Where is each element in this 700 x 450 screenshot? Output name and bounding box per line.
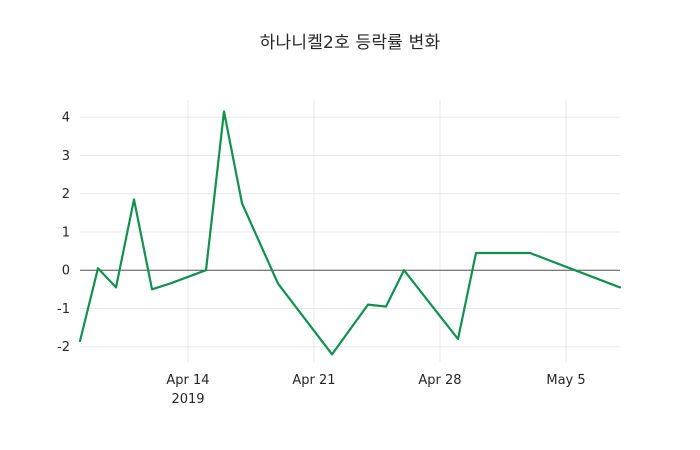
- x-tick-label: May 5: [546, 373, 585, 388]
- chart-title: 하나니켈2호 등락률 변화: [259, 33, 441, 53]
- y-tick-label: 2: [62, 187, 70, 202]
- y-tick-label: -2: [57, 340, 70, 355]
- x-tick-label: Apr 14: [166, 373, 209, 388]
- x-tick-sublabel: 2019: [171, 392, 204, 407]
- x-tick-label: Apr 28: [418, 373, 461, 388]
- series-line: [78, 110, 622, 356]
- y-tick-label: 4: [62, 111, 70, 126]
- y-tick-label: 1: [62, 225, 70, 240]
- y-tick-label: 0: [62, 264, 70, 279]
- y-tick-label: 3: [62, 149, 70, 164]
- x-tick-label: Apr 21: [292, 373, 335, 388]
- y-tick-label: -1: [57, 302, 70, 317]
